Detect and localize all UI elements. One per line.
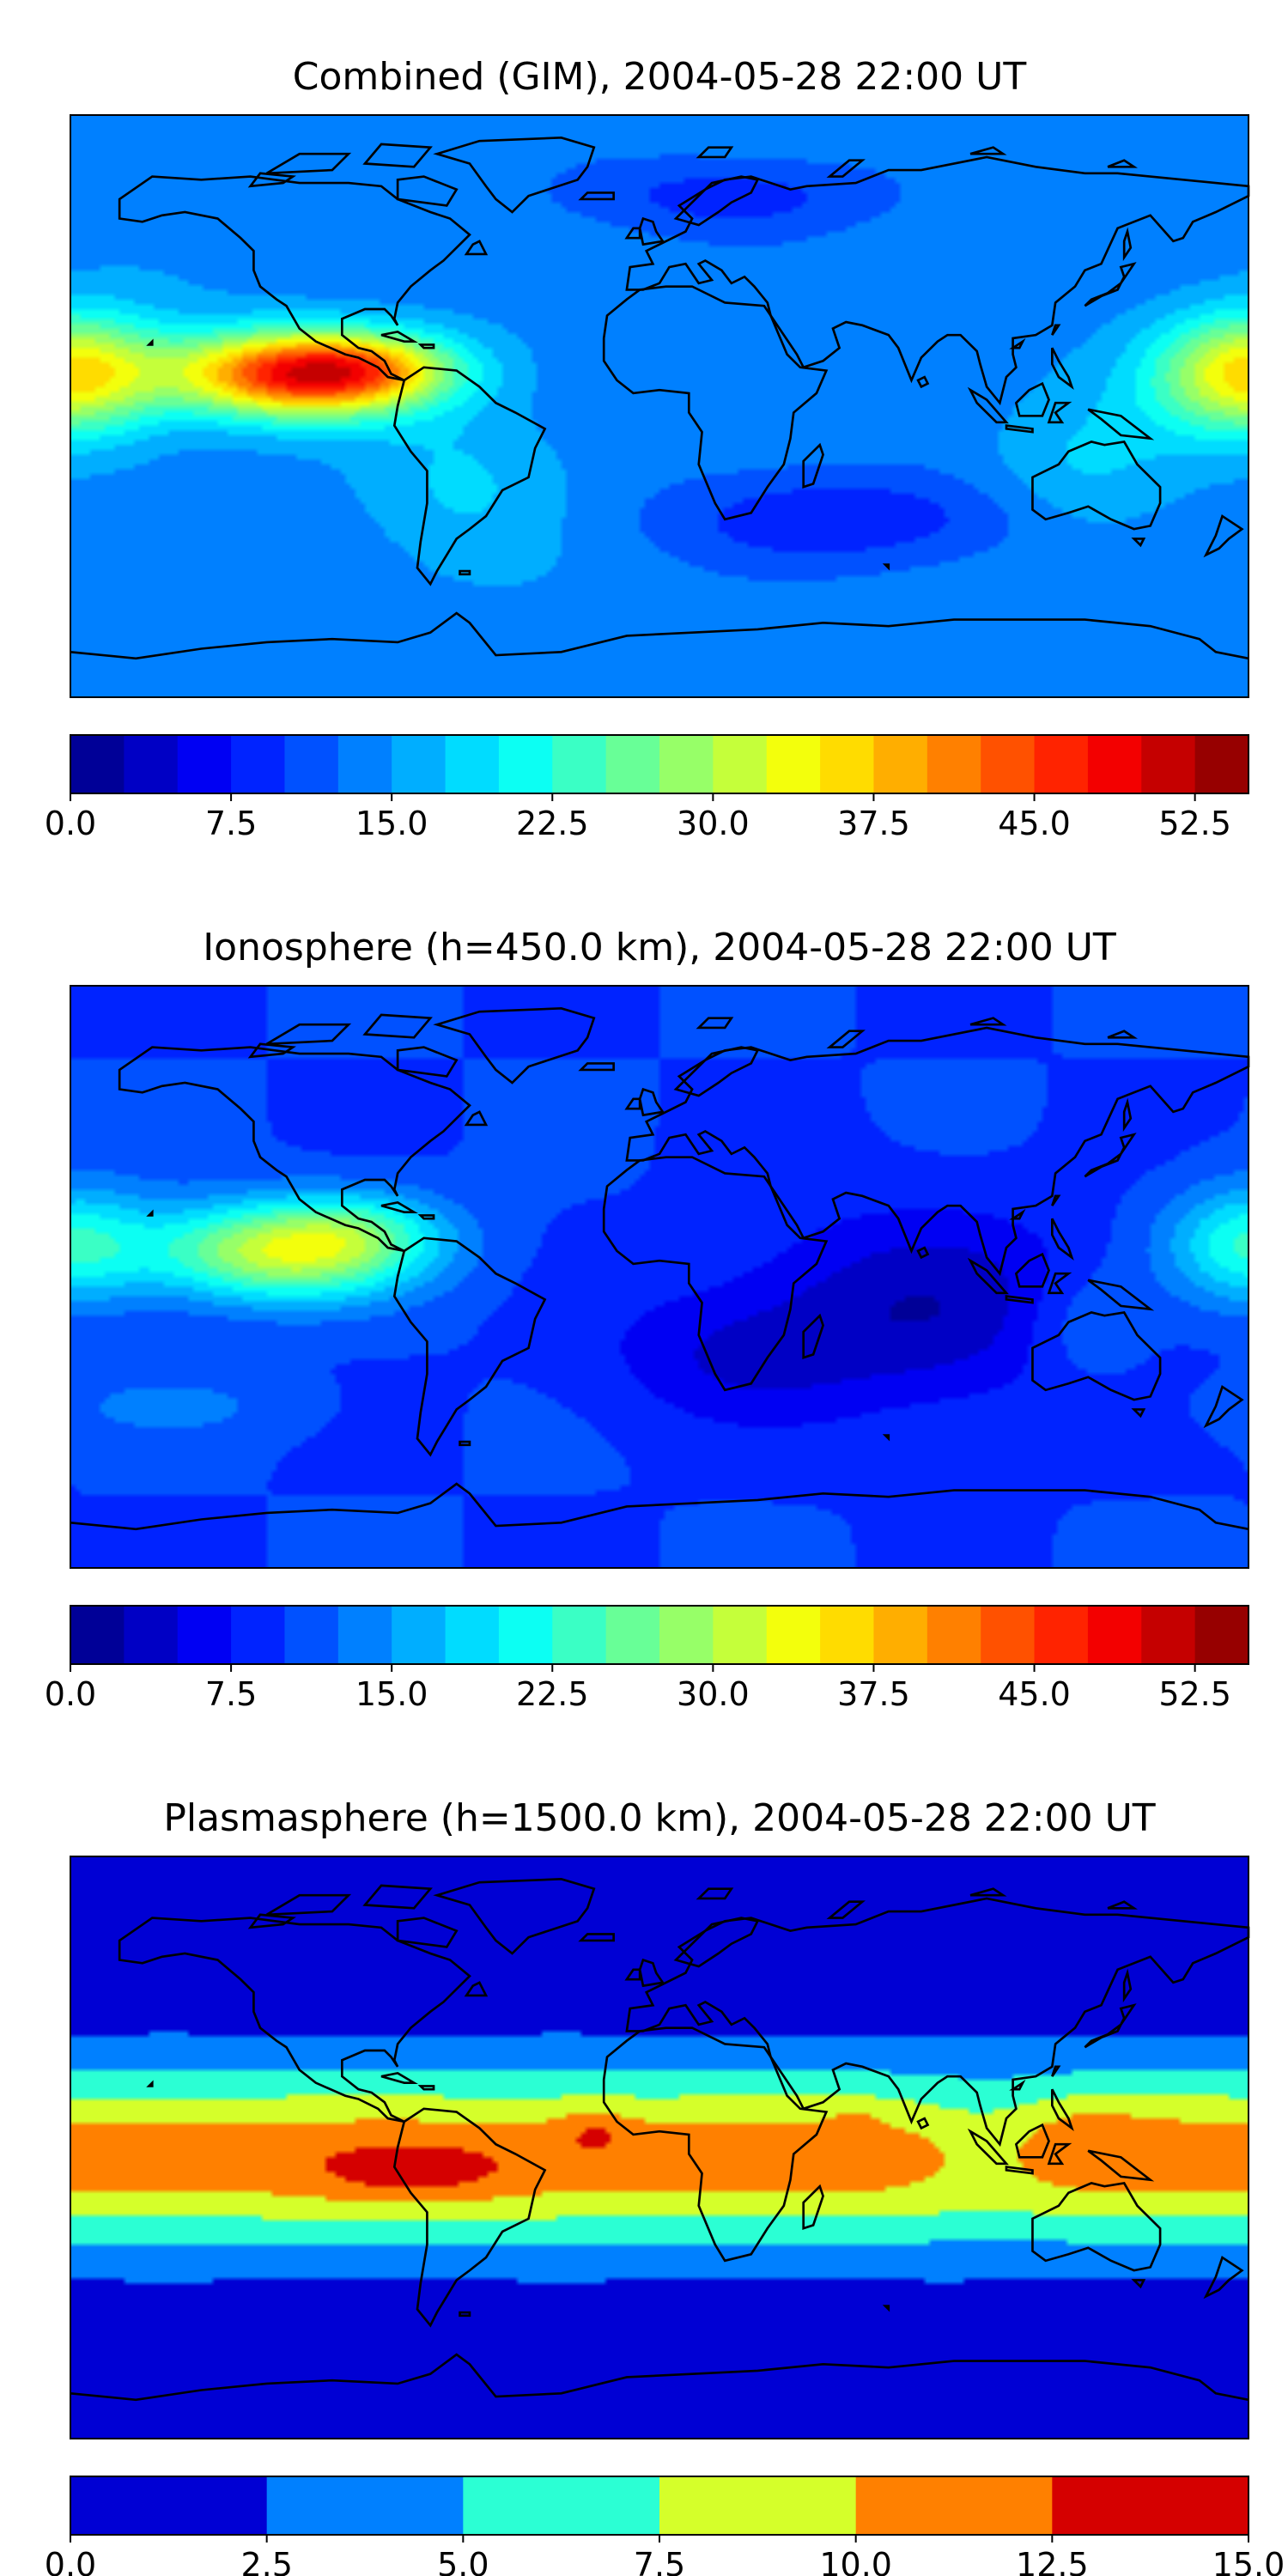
colorbar-tick-label: 22.5	[516, 805, 589, 842]
panel-plasmasphere: Plasmasphere (h=1500.0 km), 2004-05-28 2…	[45, 1796, 1285, 2576]
colorbar-segment	[659, 2476, 857, 2535]
colorbar-tick-label: 52.5	[1158, 1675, 1231, 1713]
colorbar-tick-label: 15.0	[1212, 2546, 1285, 2576]
colorbar-tick-label: 52.5	[1158, 805, 1231, 842]
map-ionosphere	[69, 985, 1250, 1569]
map-raster	[70, 1856, 1249, 2439]
map-raster	[70, 986, 1249, 1568]
map-raster	[70, 115, 1249, 697]
colorbar-segment	[463, 2476, 660, 2535]
colorbar-tick-label: 7.5	[205, 805, 257, 842]
colorbar-segment	[498, 1606, 553, 1664]
colorbar-segment	[1034, 735, 1089, 793]
colorbar-tick-label: 7.5	[634, 2546, 685, 2576]
colorbar-segment	[70, 735, 125, 793]
colorbar-segment	[231, 1606, 286, 1664]
colorbar-segment	[177, 735, 232, 793]
colorbar-tick-label: 0.0	[45, 2546, 96, 2576]
colorbar-segment	[1194, 1606, 1249, 1664]
colorbar-ionosphere: 0.0 7.5 15.0 22.5 30.0 37.5 45.0 52.5	[45, 1605, 1249, 1713]
colorbar-tick-label: 37.5	[837, 805, 910, 842]
colorbar-tick-label: 7.5	[205, 1675, 257, 1713]
colorbar-segment	[873, 1606, 928, 1664]
colorbar-segment	[392, 735, 447, 793]
colorbar-segment	[445, 1606, 500, 1664]
colorbar-segment	[552, 735, 607, 793]
colorbar-tick-label: 45.0	[998, 805, 1071, 842]
colorbar-segment	[873, 735, 928, 793]
colorbar-tick-label: 22.5	[516, 1675, 589, 1713]
colorbar-tick-label: 15.0	[355, 805, 428, 842]
colorbar-segment	[1141, 735, 1196, 793]
colorbar-segment	[713, 1606, 768, 1664]
colorbar-segment	[855, 2476, 1053, 2535]
colorbar-segment	[659, 735, 714, 793]
colorbar-segment	[1194, 735, 1249, 793]
colorbar-segment	[927, 735, 981, 793]
colorbar-segment	[1052, 2476, 1249, 2535]
colorbar-segment	[337, 735, 392, 793]
colorbar-segment	[605, 1606, 660, 1664]
panel-title: Plasmasphere (h=1500.0 km), 2004-05-28 2…	[163, 1796, 1155, 1840]
panel-combined: Combined (GIM), 2004-05-28 22:00 UT 0.0 7…	[45, 55, 1250, 842]
colorbar-segment	[231, 735, 286, 793]
colorbar-segment	[981, 735, 1036, 793]
map-combined	[69, 114, 1250, 698]
colorbar-segment	[124, 1606, 179, 1664]
colorbar-tick-label: 5.0	[437, 2546, 489, 2576]
map-plasmasphere	[69, 1856, 1250, 2439]
colorbar-tick-label: 15.0	[355, 1675, 428, 1713]
colorbar-frame	[70, 734, 1249, 794]
colorbar-tick-label: 10.0	[819, 2546, 892, 2576]
colorbar-segment	[605, 735, 660, 793]
colorbar-segment	[659, 1606, 714, 1664]
colorbar-tick-label: 30.0	[677, 1675, 750, 1713]
colorbar-segment	[70, 2476, 268, 2535]
colorbar-segment	[392, 1606, 447, 1664]
colorbar-segment	[981, 1606, 1036, 1664]
colorbar-tick-label: 30.0	[677, 805, 750, 842]
colorbar-segment	[70, 1606, 125, 1664]
colorbar-combined: 0.0 7.5 15.0 22.5 30.0 37.5 45.0 52.5	[45, 734, 1249, 842]
colorbar-segment	[552, 1606, 607, 1664]
colorbar-segment	[337, 1606, 392, 1664]
colorbar-segment	[445, 735, 500, 793]
colorbar-segment	[927, 1606, 981, 1664]
colorbar-segment	[766, 735, 821, 793]
colorbar-tick-label: 37.5	[837, 1675, 910, 1713]
colorbar-segment	[1087, 1606, 1142, 1664]
map-frame	[70, 114, 1249, 698]
colorbar-tick-label: 45.0	[998, 1675, 1071, 1713]
map-frame	[70, 985, 1249, 1569]
colorbar-segment	[1087, 735, 1142, 793]
colorbar-segment	[713, 735, 768, 793]
colorbar-tick-label: 2.5	[240, 2546, 292, 2576]
colorbar-segment	[1141, 1606, 1196, 1664]
colorbar-segment	[177, 1606, 232, 1664]
colorbar-plasmasphere: 0.0 2.5 5.0 7.5 10.0 12.5 15.0	[45, 2476, 1285, 2576]
panel-title: Ionosphere (h=450.0 km), 2004-05-28 22:0…	[203, 926, 1116, 969]
colorbar-tick-label: 0.0	[45, 1675, 96, 1713]
panel-ionosphere: Ionosphere (h=450.0 km), 2004-05-28 22:0…	[45, 926, 1250, 1713]
colorbar-segment	[1034, 1606, 1089, 1664]
colorbar-segment	[820, 735, 875, 793]
colorbar-segment	[284, 1606, 339, 1664]
colorbar-frame	[70, 1605, 1249, 1665]
colorbar-tick-label: 0.0	[45, 805, 96, 842]
colorbar-segment	[766, 1606, 821, 1664]
panel-title: Combined (GIM), 2004-05-28 22:00 UT	[293, 55, 1027, 99]
colorbar-segment	[820, 1606, 875, 1664]
map-frame	[70, 1856, 1249, 2439]
colorbar-tick-label: 12.5	[1016, 2546, 1089, 2576]
colorbar-segment	[124, 735, 179, 793]
colorbar-segment	[284, 735, 339, 793]
colorbar-segment	[266, 2476, 464, 2535]
colorbar-segment	[498, 735, 553, 793]
